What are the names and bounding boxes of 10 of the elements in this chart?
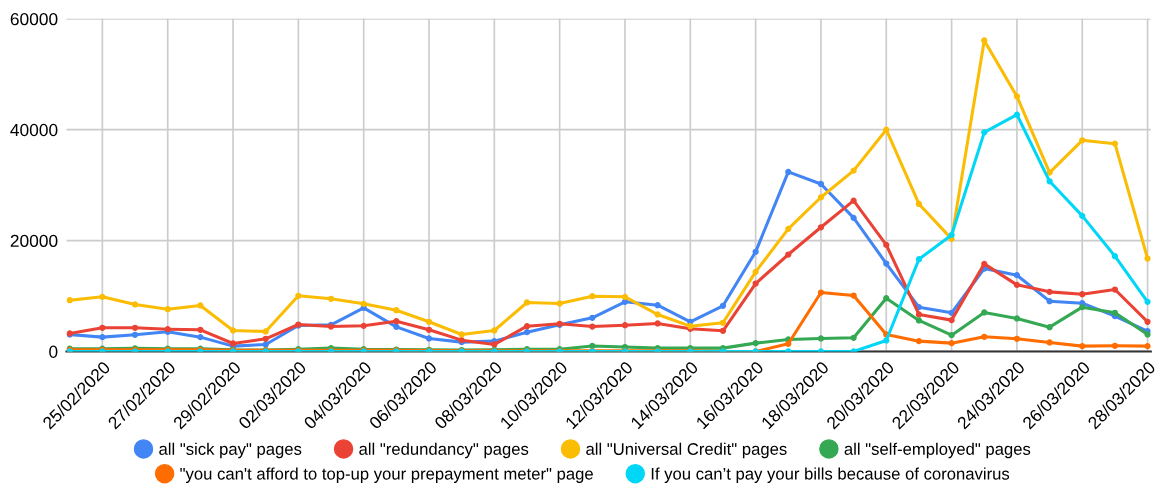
legend-label: all "Universal Credit" pages	[586, 442, 787, 459]
y-tick-label: 60000	[10, 12, 58, 26]
y-tick-label: 0	[49, 345, 58, 358]
legend-label: all "redundancy" pages	[359, 442, 529, 459]
y-tick-label: 40000	[10, 123, 58, 137]
legend-label: If you can’t pay your bills because of coronavirus	[651, 467, 1010, 483]
legend-label: all "self-employed" pages	[844, 442, 1031, 459]
legend-label: all "sick pay" pages	[159, 442, 302, 459]
y-tick-label: 20000	[10, 234, 58, 248]
legend-label: "you can't afford to top-up your prepayment meter" page	[180, 467, 593, 483]
